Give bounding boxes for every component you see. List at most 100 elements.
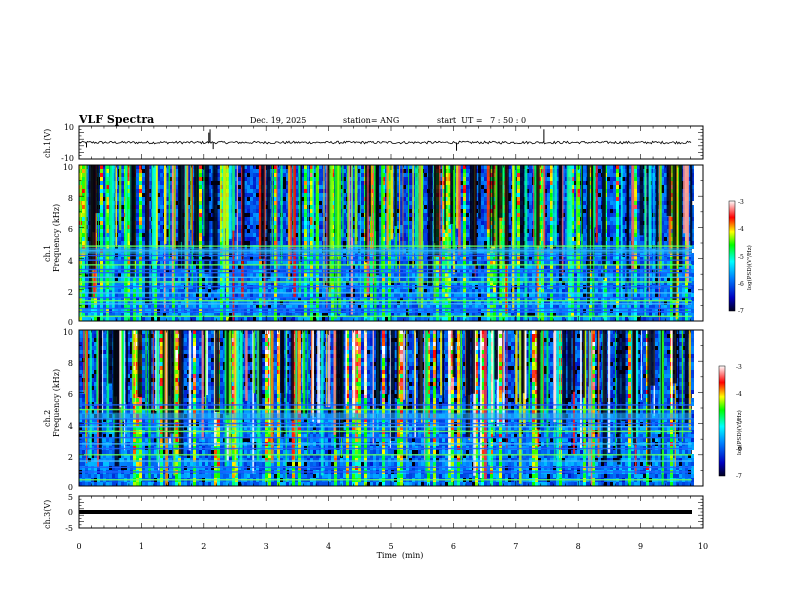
spec1-cell [268,317,271,321]
spec1-cell [403,201,406,205]
spec1-cell [427,297,430,301]
spec1-cell [247,257,250,261]
spec1-cell [139,293,142,297]
spec1-cell [358,245,361,249]
spec1-cell [400,261,403,265]
spec1-cell [160,241,163,245]
spec1-cell [283,237,286,241]
spec1-cell [100,261,103,265]
spec1-cell [100,297,103,301]
spec1-cell [259,269,262,273]
spec1-cell [106,277,109,281]
spec1-cell [295,221,298,225]
spec1-cell [166,273,169,277]
spec1-cell [103,277,106,281]
spec1-cell [409,189,412,193]
spec1-cell [313,201,316,205]
spec1-cell [466,181,469,185]
spec1-cell [244,273,247,277]
spec1-cell [343,265,346,269]
spec1-cell [235,177,238,181]
spec1-cell [100,217,103,221]
spec1-cell [394,297,397,301]
spec1-cell [160,217,163,221]
spec1-cell [220,305,223,309]
spec1-cell [100,257,103,261]
spec1-cell [466,197,469,201]
spec1-cell [301,277,304,281]
spec1-cell [409,273,412,277]
spec1-cell [301,173,304,177]
spec1-cell [139,313,142,317]
spec1-cell [151,313,154,317]
spec1-cell [253,225,256,229]
spec1-cell [397,269,400,273]
spec1-cell [169,197,172,201]
spec1-cell [133,305,136,309]
spec1-cell [139,261,142,265]
spec1-cell [166,181,169,185]
spec1-cell [322,289,325,293]
spec1-cell [364,261,367,265]
spec1-cell [103,241,106,245]
spec1-cell [280,269,283,273]
spec1-cell [403,265,406,269]
spec1-cell [238,261,241,265]
spec1-cell [274,301,277,305]
spec1-cell [478,301,481,305]
spec1-cell [358,229,361,233]
spec1-cell [310,209,313,213]
spec1-cell [382,289,385,293]
spec1-cell [280,265,283,269]
spec1-cell [190,261,193,265]
spec1-cell [202,297,205,301]
spec1-cell [319,241,322,245]
spec1-cell [295,177,298,181]
spec1-cell [175,189,178,193]
spec1-cell [403,305,406,309]
spec1-cell [286,317,289,321]
date-label: Dec. 19, 2025 [250,116,306,125]
spec1-cell [166,221,169,225]
spec1-cell [244,277,247,281]
spec1-cell [463,273,466,277]
spec1-cell [271,293,274,297]
spec1-cell [400,177,403,181]
spec1-cell [457,301,460,305]
spec1-cell [346,313,349,317]
spec1-cell [136,177,139,181]
spec1-cell [136,229,139,233]
spec1-cell [274,317,277,321]
spec1-cell [244,193,247,197]
spec1-cell [217,201,220,205]
spec1-cell [442,233,445,237]
spec1-cell [139,221,142,225]
ch1-spectrogram-panel: 10 8 6 4 2 0 ch.1 Frequency (kHz) -3 -4 … [43,163,753,327]
spec1-cell [142,257,145,261]
spec1-cell [370,293,373,297]
spec1-cell [436,257,439,261]
spec1-cell [274,225,277,229]
spec1-cell [319,173,322,177]
spec1-cell [160,165,163,169]
spec1-cell [181,293,184,297]
spec1-cell [394,317,397,321]
spec1-cell [100,281,103,285]
spec1-cell [139,173,142,177]
spec1-cell [457,257,460,261]
spec1-cell [157,185,160,189]
spec1-cell [424,265,427,269]
spec1-cell [259,313,262,317]
spec1-cell [160,221,163,225]
spec1-cell [106,209,109,213]
spec1-cell [349,261,352,265]
spec1-cell [199,237,202,241]
spec1-cell [355,297,358,301]
spec1-cell [103,293,106,297]
spec1-cell [205,281,208,285]
spec1-cell [358,221,361,225]
spec1-cell [250,173,253,177]
spec1-cell [484,181,487,185]
spec1-cell [217,217,220,221]
spec1-cell [406,293,409,297]
